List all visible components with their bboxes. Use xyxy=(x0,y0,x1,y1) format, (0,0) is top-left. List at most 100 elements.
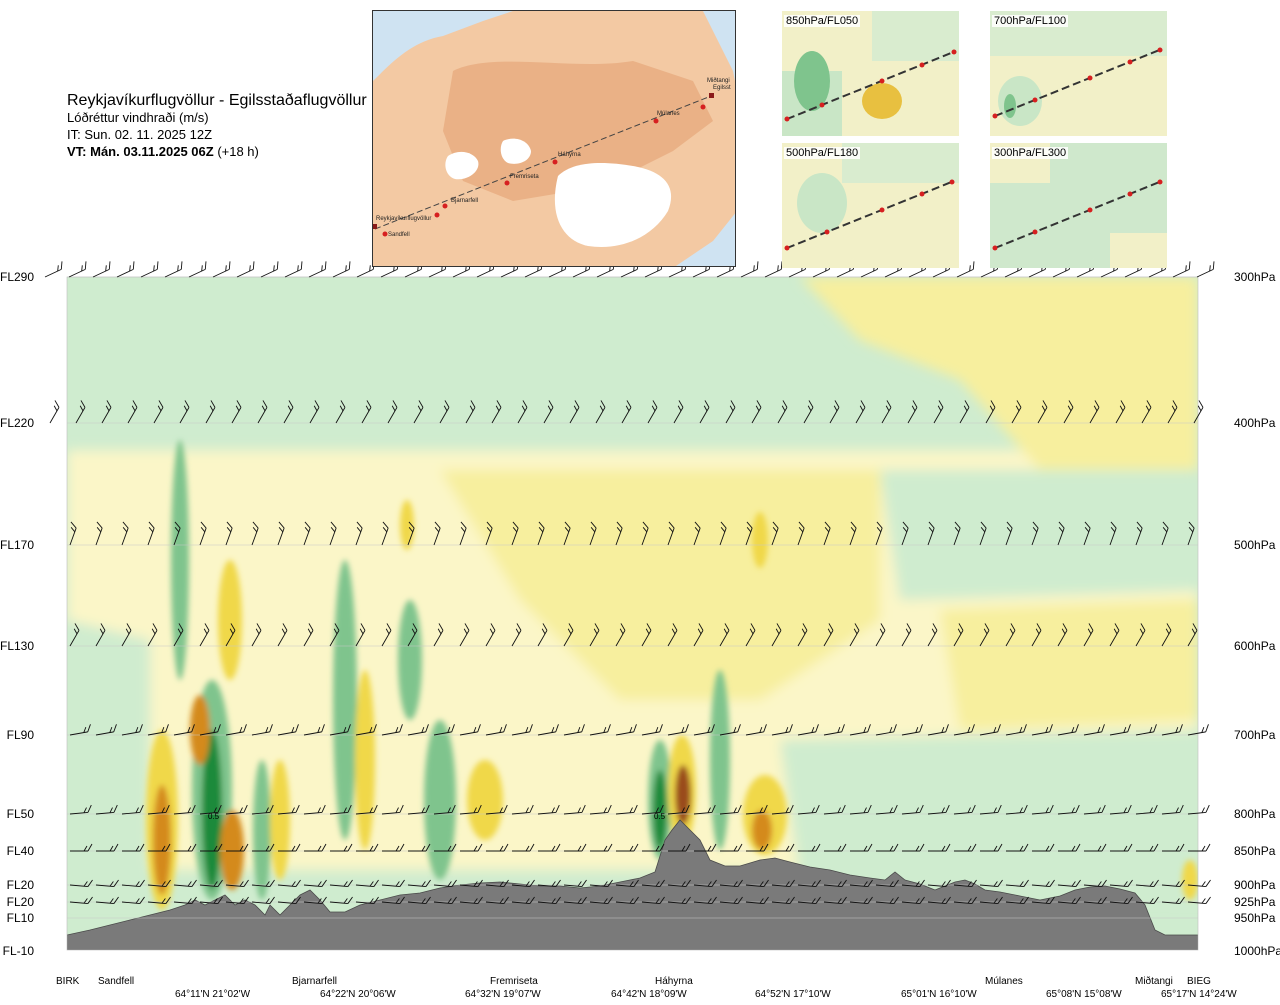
downdraft-cell-core xyxy=(653,770,667,850)
wind-barb xyxy=(173,879,197,888)
wind-barb xyxy=(980,843,1003,852)
wind-barb xyxy=(771,521,779,546)
wind-barb xyxy=(797,623,808,647)
x-location-label: Miðtangi xyxy=(1135,976,1173,987)
wind-barb xyxy=(199,804,222,815)
endpoint-marker xyxy=(373,224,377,229)
wind-barb xyxy=(485,623,496,647)
x-coordinate-label: 64°52'N 17°10'W xyxy=(755,989,831,1000)
wind-barb xyxy=(69,724,91,736)
wind-barb xyxy=(1057,521,1065,546)
wind-barb xyxy=(1136,843,1159,852)
wind-barb xyxy=(408,843,431,852)
wind-barb xyxy=(641,623,652,647)
wind-barb xyxy=(1161,804,1184,815)
thumbnail-700hpa-svg xyxy=(990,11,1167,136)
wind-barb xyxy=(251,804,274,815)
wind-barb xyxy=(303,724,325,736)
wind-barb xyxy=(147,724,169,736)
wind-barb xyxy=(212,261,231,278)
thumbnail-300hpa[interactable]: 300hPa/FL300 xyxy=(990,143,1167,268)
wind-barb xyxy=(260,261,279,278)
wind-barb xyxy=(1057,724,1079,736)
glacier xyxy=(445,151,479,180)
wind-barb xyxy=(849,724,871,736)
wind-barb xyxy=(1109,879,1133,888)
wind-barb xyxy=(1135,623,1146,647)
downdraft-region-lowright xyxy=(780,730,1198,900)
wind-barb xyxy=(543,400,554,424)
wind-barb xyxy=(719,896,743,905)
wind-barb xyxy=(933,400,944,424)
wind-barb xyxy=(979,804,1002,815)
wind-barb xyxy=(225,879,249,888)
wind-barb xyxy=(979,879,1003,888)
wind-barb xyxy=(824,843,847,852)
wind-barb xyxy=(459,896,483,905)
wind-barb xyxy=(823,724,845,736)
wind-barb xyxy=(829,400,840,424)
wind-barb xyxy=(589,623,600,647)
map-label-reykjavik: Reykjavíkurflugvöllur xyxy=(376,216,431,222)
wind-barb xyxy=(1187,804,1210,815)
wind-barb xyxy=(1161,896,1185,905)
thumbnail-850hpa[interactable]: 850hPa/FL050 xyxy=(782,11,959,136)
wind-barb xyxy=(485,724,507,736)
wind-barb xyxy=(200,843,223,852)
wind-barb xyxy=(1031,521,1039,546)
wind-barb xyxy=(537,724,559,736)
wind-barb xyxy=(719,623,730,647)
wind-barb xyxy=(278,843,301,852)
downdraft-cell xyxy=(171,440,189,680)
wind-barb xyxy=(485,879,509,888)
wind-barb xyxy=(537,804,560,815)
wind-barb xyxy=(693,724,715,736)
right-axis-label: 400hPa xyxy=(1234,416,1276,430)
wind-barb xyxy=(979,521,987,546)
wind-barb xyxy=(1005,521,1013,546)
chart-title-block: Reykjavíkurflugvöllur - Egilsstaðaflugvö… xyxy=(67,92,367,160)
wind-barb xyxy=(1084,843,1107,852)
wind-barb xyxy=(1187,896,1211,905)
wind-barb xyxy=(329,804,352,815)
wind-barb xyxy=(1057,623,1068,647)
route-map-svg: Reykjavíkurflugvöllur Sandfell Bjarnarfe… xyxy=(373,11,735,266)
wind-barb xyxy=(69,804,92,815)
wind-barb xyxy=(199,879,223,888)
thumbnail-500hpa[interactable]: 500hPa/FL180 xyxy=(782,143,959,268)
wind-barb xyxy=(459,724,481,736)
wind-barb xyxy=(284,261,303,278)
wind-barb xyxy=(953,879,977,888)
x-coordinate-label: 64°11'N 21°02'W xyxy=(175,989,251,1000)
wind-barb xyxy=(693,804,716,815)
wind-barb xyxy=(283,400,294,424)
thumbnail-700hpa[interactable]: 700hPa/FL100 xyxy=(990,11,1167,136)
wind-barb xyxy=(127,400,138,424)
map-label-sandfell: Sandfell xyxy=(388,232,410,238)
wind-barb xyxy=(407,896,431,905)
wind-barb xyxy=(959,400,970,424)
wind-barb xyxy=(1196,261,1215,278)
x-coordinate-label: 64°32'N 19°07'W xyxy=(465,989,541,1000)
wind-barb xyxy=(1083,623,1094,647)
wind-barb xyxy=(953,521,961,546)
valid-time: VT: Mán. 03.11.2025 06Z (+18 h) xyxy=(67,143,367,160)
updraft-cell xyxy=(190,695,210,765)
wind-barb xyxy=(433,724,455,736)
wind-barb xyxy=(667,623,678,647)
map-label-fremriseta: Fremriseta xyxy=(510,174,539,180)
wind-barb xyxy=(798,843,821,852)
wind-barb xyxy=(823,896,847,905)
wind-barb xyxy=(95,623,106,647)
x-location-label: BIRK xyxy=(56,976,80,987)
wind-barb xyxy=(1031,896,1055,905)
wind-barb xyxy=(153,400,164,424)
wind-barb xyxy=(771,879,795,888)
wind-barb xyxy=(95,804,118,815)
wind-barb xyxy=(387,400,398,424)
wind-barb xyxy=(953,896,977,905)
wind-barb xyxy=(979,724,1001,736)
wind-barb xyxy=(641,521,649,546)
wind-barb xyxy=(563,521,571,546)
wind-barb xyxy=(332,261,351,278)
